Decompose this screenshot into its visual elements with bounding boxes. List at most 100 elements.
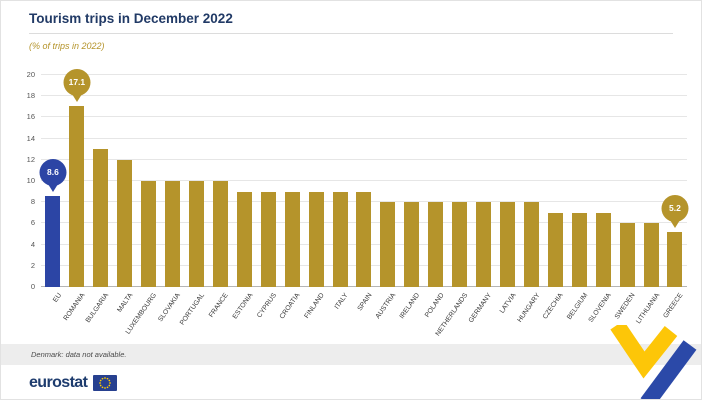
bar-column: SLOVENIA (588, 75, 615, 324)
x-axis-label: LITHUANIA (634, 292, 661, 326)
bar-column: GREECE 5.2 (661, 75, 689, 320)
bar-column: PORTUGAL (179, 75, 209, 327)
bar (141, 181, 157, 287)
bar (643, 223, 659, 287)
bar-column: SWEDEN (614, 75, 639, 320)
bar-column: LATVIA (496, 75, 520, 315)
x-axis-label: LATVIA (498, 292, 518, 315)
x-axis-label: ESTONIA (231, 292, 255, 321)
x-axis-label: SWEDEN (613, 292, 637, 321)
y-tick-label: 4 (30, 239, 35, 249)
bar-column: CYPRUS (256, 75, 280, 319)
x-axis-label: MALTA (116, 292, 135, 314)
bar-column: CZECHIA (542, 75, 567, 320)
bar (284, 191, 300, 287)
footer: eurostat (1, 365, 701, 399)
bar (165, 181, 181, 287)
bar (523, 202, 539, 287)
x-axis-label: FRANCE (208, 292, 231, 319)
bar-column: BELGIUM (566, 75, 591, 321)
bar-column: ESTONIA (231, 75, 256, 320)
y-tick-label: 14 (26, 133, 35, 143)
callout-tail (669, 219, 680, 228)
bar-column: LITHUANIA (635, 75, 663, 325)
title-divider (29, 33, 673, 34)
value-callout: 8.6 (39, 158, 67, 186)
bar-column: GERMANY (468, 75, 496, 324)
eurostat-logo: eurostat (29, 374, 88, 391)
y-tick-label: 12 (26, 154, 35, 164)
y-tick-label: 0 (30, 282, 35, 291)
gridline (41, 137, 687, 139)
bar (236, 191, 252, 287)
callout-tail (47, 183, 58, 192)
bar-column: SLOVAKIA (158, 75, 185, 323)
y-tick-label: 2 (30, 260, 35, 270)
x-axis-label: GREECE (662, 292, 685, 320)
x-axis-label: CYPRUS (256, 292, 278, 320)
bar-column: POLAND (424, 75, 448, 319)
footnote-band: Denmark: data not available. (1, 344, 701, 365)
x-axis-label: BELGIUM (565, 292, 589, 322)
x-axis-label: ROMANIA (62, 292, 87, 323)
x-axis-label: CZECHIA (542, 292, 566, 321)
y-tick-label: 10 (26, 176, 35, 185)
bar (428, 202, 444, 287)
bar (404, 202, 420, 287)
chart-header: Tourism trips in December 2022 (% of tri… (1, 1, 701, 51)
bar-column: MALTA (113, 75, 137, 314)
gridline (41, 158, 687, 160)
bar-column: AUSTRIA (375, 75, 400, 320)
x-axis-label: GERMANY (467, 292, 494, 325)
x-axis-label: FINLAND (303, 292, 326, 320)
y-tick-label: 8 (30, 197, 35, 207)
chart-title: Tourism trips in December 2022 (29, 11, 233, 26)
bar-column: LUXEMBOURG (125, 75, 161, 336)
chart-subtitle: (% of trips in 2022) (29, 41, 105, 51)
decorative-swoosh (610, 325, 697, 399)
x-axis-label: ITALY (333, 292, 350, 311)
bars-container: EU 8.6 ROMANIA 17.1 BULGARIA MALTA LUXEMBOURG S… (39, 68, 689, 337)
bar-column: EU 8.6 (39, 75, 67, 304)
x-axis-label: AUSTRIA (374, 292, 398, 321)
value-callout: 5.2 (661, 194, 689, 222)
bar-column: BULGARIA (85, 75, 113, 324)
eu-flag-icon (93, 375, 118, 391)
gridline (41, 95, 687, 97)
value-callout: 17.1 (63, 68, 91, 96)
bar (117, 159, 133, 287)
bar (332, 191, 348, 287)
bar (188, 181, 204, 287)
bar (93, 149, 109, 287)
bar (212, 181, 228, 287)
bar (69, 105, 85, 287)
y-tick-label: 16 (26, 112, 35, 122)
x-axis-label: HUNGARY (515, 292, 542, 324)
bar (571, 212, 587, 287)
y-tick-label: 18 (26, 91, 35, 101)
gridline (41, 74, 687, 75)
bar-column: CROATIA (279, 75, 304, 320)
x-axis-label: CROATIA (279, 292, 302, 321)
bar (308, 191, 324, 287)
bar-column: HUNGARY (516, 75, 543, 324)
bar-column: NETHERLANDS (435, 75, 472, 337)
bar (380, 202, 396, 287)
bar-column: SPAIN (352, 75, 376, 312)
y-tick-label: 20 (26, 70, 35, 79)
x-axis-label: SLOVENIA (587, 292, 613, 324)
bar (499, 202, 515, 287)
bar (619, 223, 635, 287)
bar (595, 212, 611, 287)
bar (356, 191, 372, 287)
x-axis-label: SLOVAKIA (157, 292, 183, 324)
x-axis-label: BULGARIA (85, 292, 111, 325)
bar (547, 212, 563, 287)
x-axis-label: POLAND (423, 292, 446, 319)
bar (476, 202, 492, 287)
bar-column: ROMANIA 17.1 (63, 68, 91, 322)
bar-column: FRANCE (208, 75, 232, 319)
plot-area: 0 2 4 6 8 10 12 14 16 18 20 EU 8.6 ROMANIA 17.1 BULGARI… (27, 68, 689, 337)
bar-column: ITALY (328, 75, 352, 311)
